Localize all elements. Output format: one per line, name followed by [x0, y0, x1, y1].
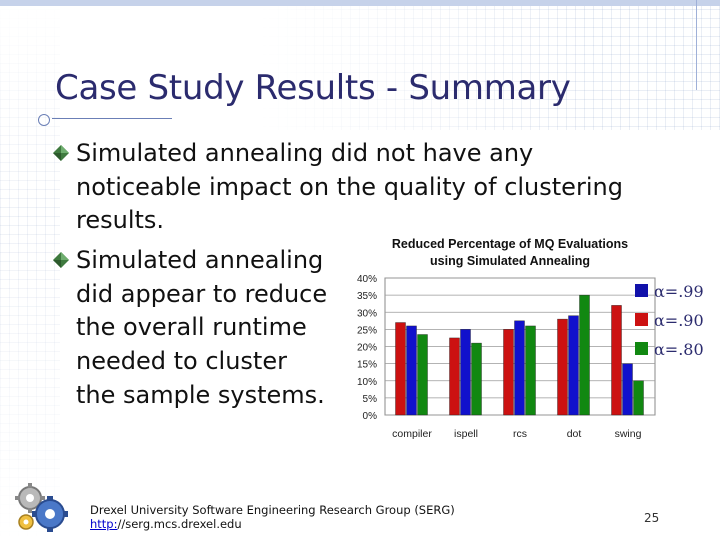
y-tick-label: 0%: [363, 411, 378, 422]
footer-url-rest: //serg.mcs.drexel.edu: [117, 517, 242, 531]
footer: Drexel University Software Engineering R…: [90, 503, 455, 531]
bar-dot-3: [579, 294, 590, 416]
legend-swatch: [635, 284, 648, 297]
bar-swing-1: [611, 305, 622, 416]
bar-compiler-2: [406, 325, 417, 416]
bar-ispell-2: [460, 329, 471, 416]
legend-swatch: [635, 313, 648, 326]
bar-ispell-3: [471, 342, 482, 416]
bar-rcs-2: [514, 320, 525, 416]
bullet-diamond-icon: [53, 145, 69, 161]
bar-ispell-1: [449, 337, 460, 416]
y-tick-label: 15%: [357, 360, 377, 371]
page-number: 25: [644, 511, 660, 525]
bullet-1-line-1: Simulated annealing did not have any: [76, 139, 534, 167]
bullet-2-line-1: Simulated annealing: [76, 246, 324, 274]
footer-url-line: http://serg.mcs.drexel.edu: [90, 517, 455, 531]
chart-title-line-2: using Simulated Annealing: [430, 254, 590, 268]
x-tick-label: rcs: [513, 428, 527, 440]
background-grid-top: [260, 0, 720, 130]
bullet-diamond-icon: [53, 252, 69, 268]
bullet-1-line-2: noticeable impact on the quality of clus…: [76, 172, 623, 201]
bullet-2-line-5: the sample systems.: [76, 381, 325, 409]
y-tick-label: 30%: [357, 308, 377, 319]
title-underline: [52, 118, 172, 119]
y-tick-label: 40%: [357, 274, 377, 285]
x-tick-label: swing: [615, 428, 642, 440]
x-tick-label: ispell: [454, 428, 478, 440]
bar-compiler-3: [417, 334, 428, 416]
bar-rcs-3: [525, 325, 536, 416]
bar-compiler-1: [395, 322, 406, 416]
x-tick-label: dot: [567, 428, 582, 440]
chart-title-line-1: Reduced Percentage of MQ Evaluations: [391, 237, 629, 251]
footer-org: Drexel University Software Engineering R…: [90, 503, 455, 517]
bullet-2-line-4: needed to cluster: [76, 347, 287, 375]
legend-label: α=.90: [654, 311, 704, 330]
y-tick-label: 5%: [363, 394, 378, 405]
title-decor-circle: [38, 114, 50, 126]
y-tick-label: 35%: [357, 291, 377, 302]
footer-link[interactable]: http:: [90, 517, 118, 531]
y-tick-label: 25%: [357, 325, 377, 336]
bar-dot-2: [568, 315, 579, 416]
background-grid-left: [0, 0, 60, 540]
bar-rcs-1: [503, 329, 514, 416]
top-decor-line: [696, 0, 697, 90]
legend-swatch: [635, 342, 648, 355]
slide-title: Case Study Results - Summary: [55, 68, 571, 108]
y-tick-label: 10%: [357, 377, 377, 388]
bullet-2-line-2: did appear to reduce: [76, 280, 328, 308]
x-tick-label: compiler: [392, 428, 432, 440]
legend-label: α=.99: [654, 282, 704, 301]
bullet-2-line-3: the overall runtime: [76, 313, 307, 341]
bar-swing-2: [622, 363, 633, 416]
y-tick-label: 20%: [357, 343, 377, 354]
legend-label: α=.80: [654, 340, 704, 359]
serg-logo-icon: [15, 483, 68, 532]
top-decor-bar: [0, 0, 720, 6]
bar-swing-3: [633, 380, 644, 416]
bullet-1-line-3: results.: [76, 206, 165, 234]
bar-dot-1: [557, 318, 568, 416]
